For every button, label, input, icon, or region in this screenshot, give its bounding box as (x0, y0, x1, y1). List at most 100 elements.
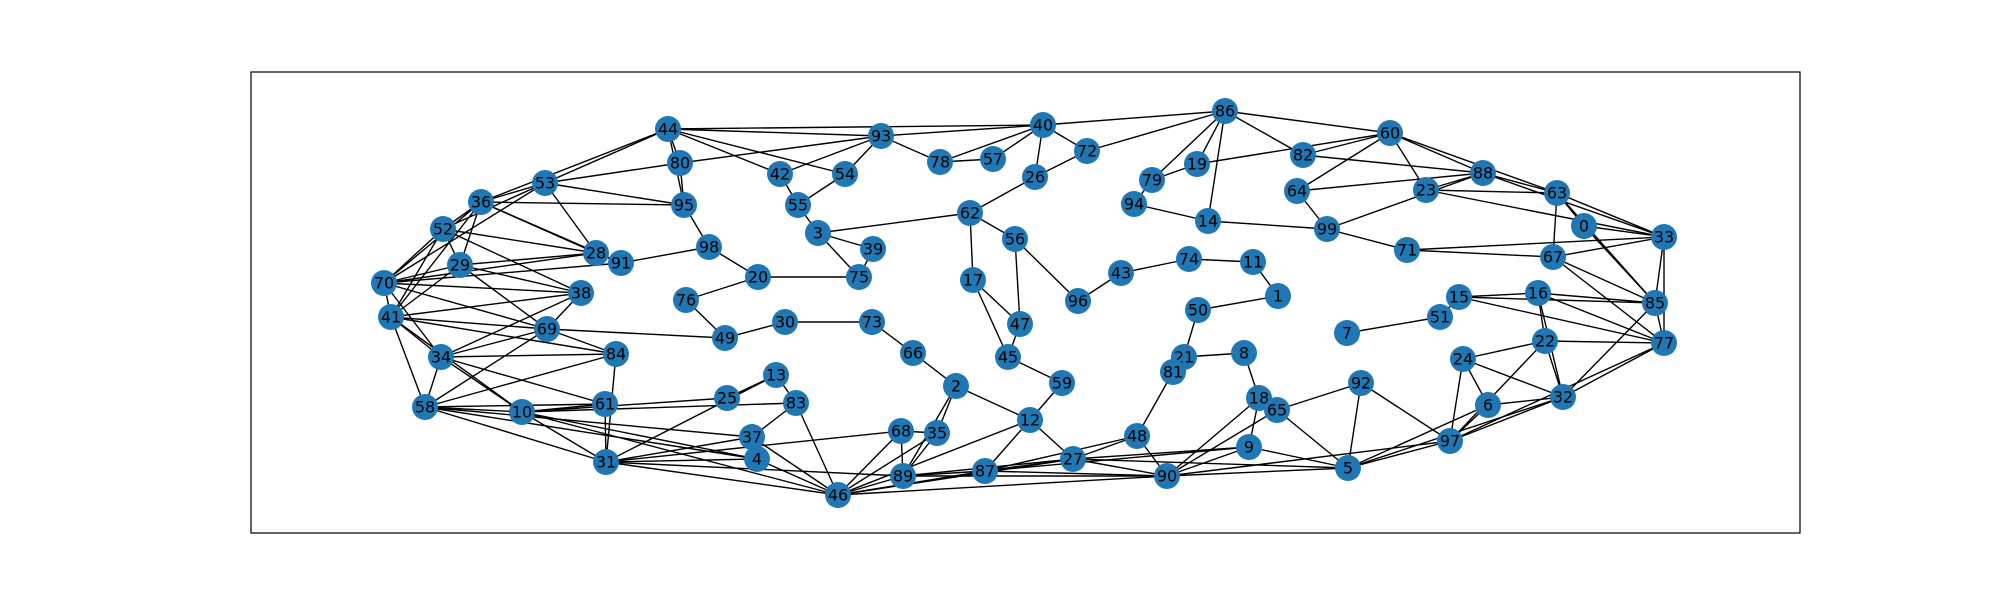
edge-46-68 (837, 430, 902, 496)
node-66: 66 (900, 340, 926, 366)
node-label: 26 (1025, 168, 1045, 187)
node-73: 73 (859, 309, 885, 335)
node-12: 12 (1017, 407, 1043, 433)
node-circle (860, 236, 886, 262)
edge-97-32 (1449, 396, 1564, 442)
node-label: 28 (586, 244, 606, 263)
node-label: 67 (1543, 248, 1563, 267)
edge-60-64 (1296, 132, 1391, 192)
node-circle (1265, 283, 1291, 309)
node-label: 79 (1142, 171, 1162, 190)
edge-69-49 (546, 328, 726, 339)
node-87: 87 (972, 458, 998, 484)
edge-77-16 (1537, 292, 1665, 344)
node-label: 16 (1528, 284, 1548, 303)
node-label: 83 (786, 394, 806, 413)
edge-5-9 (1248, 446, 1349, 469)
node-4: 4 (744, 446, 770, 472)
edge-10-25 (521, 397, 728, 413)
node-circle (767, 161, 793, 187)
edge-10-4 (521, 411, 758, 460)
node-17: 17 (960, 267, 986, 293)
edge-56-47 (1014, 238, 1021, 325)
edge-31-13 (605, 374, 777, 463)
edge-5-6 (1347, 404, 1489, 469)
edge-44-54 (667, 128, 846, 175)
node-28: 28 (583, 240, 609, 266)
node-label: 9 (1244, 438, 1254, 457)
edge-29-69 (459, 264, 548, 330)
node-59: 59 (1049, 370, 1075, 396)
node-44: 44 (655, 116, 681, 142)
edge-33-63 (1556, 192, 1665, 238)
edge-70-91 (383, 262, 622, 284)
node-82: 82 (1290, 142, 1316, 168)
edge-5-97 (1347, 440, 1451, 469)
node-circle (1525, 280, 1551, 306)
node-label: 58 (415, 398, 435, 417)
edge-44-42 (667, 128, 781, 175)
node-72: 72 (1074, 138, 1100, 164)
edge-86-14 (1207, 110, 1226, 222)
edge-58-37 (424, 406, 753, 438)
node-75: 75 (846, 264, 872, 290)
node-label: 14 (1198, 212, 1218, 231)
node-label: 49 (715, 329, 735, 348)
node-63: 63 (1544, 180, 1570, 206)
node-41: 41 (378, 304, 404, 330)
node-circle (1427, 304, 1453, 330)
node-86: 86 (1212, 98, 1238, 124)
node-circle (1065, 288, 1091, 314)
node-label: 94 (1124, 195, 1144, 214)
edge-40-78 (939, 124, 1044, 163)
edge-41-10 (390, 316, 523, 413)
node-15: 15 (1446, 284, 1472, 310)
edge-93-80 (679, 135, 882, 164)
node-circle (1049, 370, 1075, 396)
edge-60-86 (1224, 110, 1391, 134)
edge-53-80 (544, 162, 681, 184)
edge-7-51 (1346, 316, 1441, 334)
edge-46-83 (795, 402, 839, 496)
edge-40-93 (880, 124, 1044, 137)
node-circle (412, 394, 438, 420)
node-circle (972, 458, 998, 484)
node-label: 44 (658, 120, 678, 139)
edge-52-28 (442, 228, 597, 254)
node-label: 24 (1453, 350, 1473, 369)
node-circle (1139, 167, 1165, 193)
node-circle (1348, 370, 1374, 396)
node-circle (532, 170, 558, 196)
edge-27-9 (1072, 446, 1250, 460)
edge-63-23 (1425, 189, 1558, 194)
node-39: 39 (860, 236, 886, 262)
node-circle (980, 146, 1006, 172)
node-40: 40 (1030, 112, 1056, 138)
node-label: 15 (1449, 288, 1469, 307)
edge-46-4 (756, 458, 839, 496)
node-label: 55 (788, 196, 808, 215)
node-label: 12 (1020, 411, 1040, 430)
node-circle (825, 482, 851, 508)
node-circle (1185, 297, 1211, 323)
node-circle (890, 463, 916, 489)
node-5: 5 (1335, 455, 1361, 481)
node-30: 30 (772, 309, 798, 335)
edge-34-61 (440, 356, 606, 405)
node-42: 42 (767, 161, 793, 187)
node-label: 0 (1579, 217, 1589, 236)
node-circle (1470, 160, 1496, 186)
edge-15-16 (1458, 292, 1539, 298)
edge-layer (383, 110, 1665, 496)
node-label: 66 (903, 344, 923, 363)
node-circle (428, 344, 454, 370)
node-26: 26 (1022, 164, 1048, 190)
node-label: 27 (1063, 450, 1083, 469)
edge-97-24 (1449, 358, 1464, 442)
node-55: 55 (785, 192, 811, 218)
edge-33-23 (1425, 189, 1665, 238)
node-69: 69 (534, 316, 560, 342)
edge-14-99 (1207, 220, 1328, 230)
node-54: 54 (832, 161, 858, 187)
